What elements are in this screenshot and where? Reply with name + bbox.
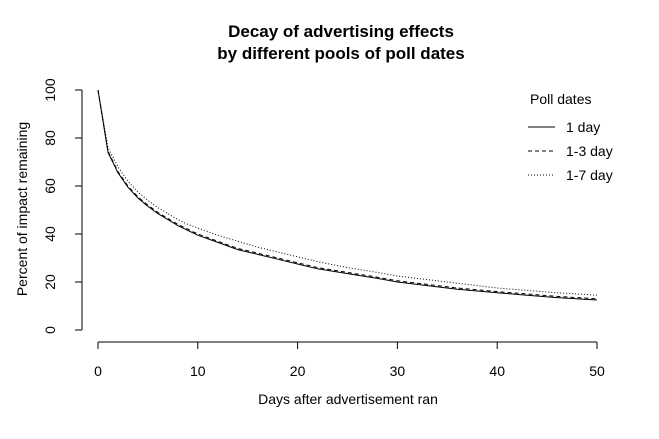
y-axis-label: Percent of impact remaining [14,122,30,296]
x-tick-label: 20 [290,363,306,379]
chart-title-line2: by different pools of poll dates [217,44,464,63]
y-tick-label: 40 [42,226,58,242]
legend-title: Poll dates [530,91,591,107]
x-tick-label: 0 [94,363,102,379]
y-axis-ticks: 0 20 40 60 80 100 [42,78,82,334]
x-tick-label: 30 [390,363,406,379]
series-lines [97,89,598,301]
y-tick-label: 20 [42,274,58,290]
y-tick-label: 0 [42,326,58,334]
legend-label: 1-7 day [566,167,613,183]
series-line-1 [97,89,598,301]
series-line-2 [97,89,598,300]
x-tick-label: 40 [489,363,505,379]
x-axis-label: Days after advertisement ran [258,391,438,407]
legend-label: 1 day [566,119,600,135]
legend-label: 1-3 day [566,143,613,159]
series-line-3 [97,89,598,296]
y-tick-label: 80 [42,130,58,146]
x-tick-label: 10 [190,363,206,379]
x-tick-label: 50 [589,363,605,379]
x-axis-ticks: 0 10 20 30 40 50 [94,342,605,379]
y-tick-label: 100 [42,78,58,102]
y-tick-label: 60 [42,178,58,194]
chart-title-line1: Decay of advertising effects [228,22,454,41]
legend-items: 1 day 1-3 day 1-7 day [528,119,613,183]
legend: Poll dates 1 day 1-3 day 1-7 day [528,91,613,183]
